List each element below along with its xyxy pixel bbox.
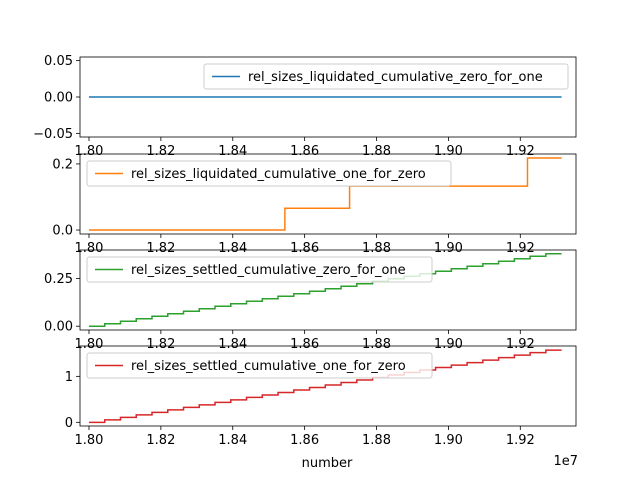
y-tick-label: 0.25	[44, 272, 73, 287]
legend: rel_sizes_liquidated_cumulative_one_for_…	[86, 160, 452, 187]
x-tick-label: 1.88	[362, 241, 391, 256]
y-tick-label: 0	[65, 416, 73, 431]
subplot-settled-one-for-zero: 1.80 1.82 1.84 1.86 1.88 1.90 1.92 1 0 rel_sizes_…	[65, 345, 577, 448]
x-tick-label: 1.90	[434, 144, 463, 159]
x-axis-label: number	[302, 456, 353, 471]
legend-box	[86, 256, 433, 283]
y-tick-label: 0.0	[52, 224, 73, 239]
x-tick-label: 1.90	[434, 337, 463, 352]
x-tick-label: 1.86	[290, 241, 319, 256]
x-tick-label: 1.84	[218, 241, 247, 256]
subplot-settled-zero-for-one: 1.80 1.82 1.84 1.86 1.88 1.90 1.92 0.25 0.00 rel_…	[44, 249, 577, 352]
series-line-1-0	[88, 157, 562, 231]
y-tick-label: 1	[65, 370, 73, 385]
x-tick-label: 1.86	[290, 337, 319, 352]
x-tick-label: 1.84	[218, 337, 247, 352]
y-tick-label: 0.00	[44, 91, 73, 106]
y-tick-label: 0.00	[44, 320, 73, 335]
series-line-2-0	[88, 253, 562, 327]
x-tick-label: 1.80	[75, 433, 104, 448]
x-tick-label: 1.86	[290, 144, 319, 159]
x-tick-label: 1.90	[434, 433, 463, 448]
legend: rel_sizes_settled_cumulative_zero_for_on…	[86, 256, 433, 283]
x-tick-label: 1.80	[75, 144, 104, 159]
legend-entry: rel_sizes_liquidated_cumulative_zero_for…	[248, 70, 543, 85]
x-tick-label: 1.88	[362, 433, 391, 448]
x-tick-label: 1.80	[75, 337, 104, 352]
axes-frame	[79, 249, 577, 331]
x-tick-label: 1.90	[434, 241, 463, 256]
x-tick-label: 1.86	[290, 433, 319, 448]
legend-entry: rel_sizes_settled_cumulative_one_for_zer…	[131, 359, 406, 374]
series-line-3-0	[88, 349, 562, 424]
x-tick-label: 1.88	[362, 144, 391, 159]
x-tick-label: 1.82	[146, 433, 175, 448]
legend: rel_sizes_liquidated_cumulative_zero_for…	[203, 63, 569, 90]
legend-entry: rel_sizes_liquidated_cumulative_one_for_…	[131, 167, 426, 182]
legend-box	[203, 63, 569, 90]
x-tick-label: 1.84	[218, 144, 247, 159]
x-tick-label: 1.88	[362, 337, 391, 352]
legend-box	[86, 160, 452, 187]
subplot-liquidated-zero-for-one: 1.80 1.82 1.84 1.86 1.88 1.90 1.92 0.05 0.00 −0.0…	[33, 54, 577, 159]
x-tick-label: 1.92	[506, 241, 535, 256]
x-tick-label: 1.92	[506, 144, 535, 159]
legend-entry: rel_sizes_settled_cumulative_zero_for_on…	[131, 263, 406, 278]
y-tick-label: 0.2	[52, 157, 73, 172]
x-tick-label: 1.92	[506, 337, 535, 352]
x-tick-label: 1.82	[146, 144, 175, 159]
y-tick-label: −0.05	[33, 127, 73, 142]
x-tick-label: 1.84	[218, 433, 247, 448]
x-tick-label: 1.80	[75, 241, 104, 256]
subplot-liquidated-one-for-zero: 1.80 1.82 1.84 1.86 1.88 1.90 1.92 0.2 0.0 rel_si…	[52, 153, 577, 256]
x-axis-offset-text: 1e7	[553, 454, 578, 469]
x-tick-label: 1.82	[146, 241, 175, 256]
x-tick-label: 1.82	[146, 337, 175, 352]
y-tick-label: 0.05	[44, 54, 73, 69]
legend-box	[86, 352, 433, 379]
legend: rel_sizes_settled_cumulative_one_for_zer…	[86, 352, 433, 379]
axes-frame	[79, 153, 577, 235]
x-tick-label: 1.92	[506, 433, 535, 448]
axes-frame	[79, 345, 577, 427]
